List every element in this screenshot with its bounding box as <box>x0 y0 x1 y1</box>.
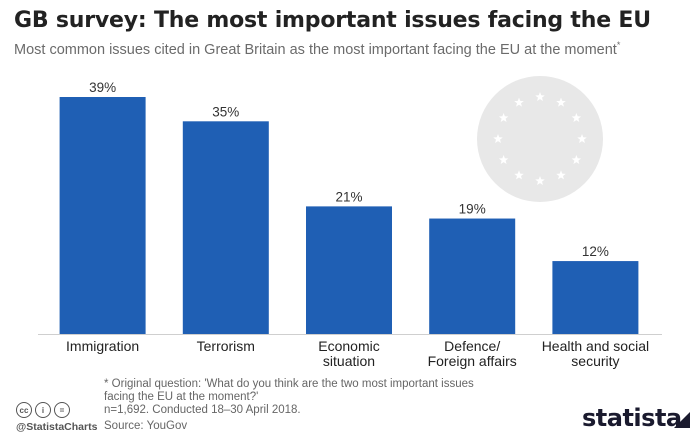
bar-value-label: 19% <box>459 202 486 217</box>
category-label: Foreign affairs <box>428 353 517 369</box>
bar <box>306 206 392 334</box>
category-label: Health and social <box>542 338 649 354</box>
eu-star <box>493 134 503 144</box>
eu-star <box>498 113 509 123</box>
chart-title: GB survey: The most important issues fac… <box>14 8 651 33</box>
eu-star <box>498 155 509 165</box>
bar <box>429 218 516 334</box>
category-label: situation <box>323 353 375 369</box>
equals-icon: = <box>54 402 70 418</box>
category-label: Economic <box>318 338 379 354</box>
category-label: security <box>571 353 619 369</box>
eu-star <box>577 134 587 144</box>
bar <box>182 121 269 334</box>
eu-star <box>514 97 524 107</box>
eu-flag-icon <box>477 76 603 202</box>
bar-value-label: 21% <box>335 189 362 204</box>
eu-star <box>571 155 582 165</box>
bar-value-label: 35% <box>212 104 239 119</box>
cc-icon: cc <box>16 402 32 418</box>
eu-star <box>556 97 566 107</box>
bar <box>59 97 146 334</box>
eu-star <box>535 92 545 102</box>
statista-logo-mark-icon <box>674 412 690 428</box>
statista-handle[interactable]: @StatistaCharts <box>16 421 98 433</box>
creative-commons-icons[interactable]: cc i = <box>16 402 70 418</box>
eu-star <box>556 170 566 180</box>
category-label: Immigration <box>66 338 139 354</box>
category-label: Defence/ <box>444 338 500 354</box>
subtitle-footnote-mark: * <box>616 40 621 50</box>
eu-star <box>571 113 582 123</box>
eu-star <box>514 170 524 180</box>
person-icon: i <box>35 402 51 418</box>
source-text: Source: YouGov <box>104 420 188 432</box>
chart-subtitle: Most common issues cited in Great Britai… <box>14 40 621 58</box>
bar <box>552 261 639 334</box>
footnote: * Original question: 'What do you think … <box>104 378 474 416</box>
bar-value-label: 39% <box>89 80 116 95</box>
bar-value-label: 12% <box>582 244 609 259</box>
statista-logo[interactable]: statista <box>582 404 682 432</box>
category-label: Terrorism <box>197 338 255 354</box>
eu-star <box>535 176 545 186</box>
